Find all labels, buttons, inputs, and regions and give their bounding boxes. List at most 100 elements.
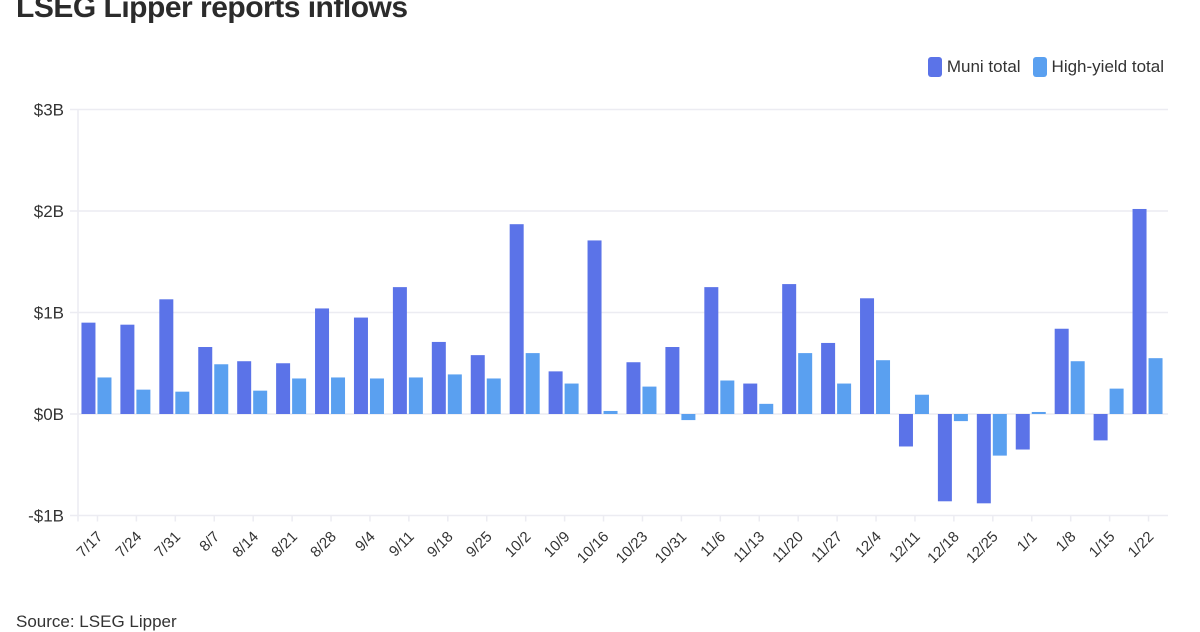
x-axis: 7/17 7/24 7/31 8/7 8/14 8/21 8/28 9/4 9/11 9/18 9/… xyxy=(74,515,1158,567)
bar-muni[interactable] xyxy=(392,287,407,414)
x-tick-label: 7/24 xyxy=(113,528,146,561)
y-axis: $3B $2B $1B $0B -$1B xyxy=(28,101,64,526)
y-tick-label: -$1B xyxy=(28,507,64,526)
x-tick-label: 10/9 xyxy=(541,528,574,561)
bar-high-yield[interactable] xyxy=(369,378,384,414)
x-tick-label: 9/18 xyxy=(424,528,457,561)
bar-muni[interactable] xyxy=(665,347,680,414)
x-tick-label: 11/20 xyxy=(769,528,807,566)
bar-high-yield[interactable] xyxy=(759,403,774,414)
bar-muni[interactable] xyxy=(1132,208,1147,414)
y-tick-label: $0B xyxy=(34,405,64,424)
y-tick-label: $1B xyxy=(34,304,64,323)
bar-high-yield[interactable] xyxy=(992,414,1007,456)
bar-high-yield[interactable] xyxy=(720,380,735,414)
legend-label-muni: Muni total xyxy=(946,57,1021,76)
bar-muni[interactable] xyxy=(1015,414,1030,450)
bar-high-yield[interactable] xyxy=(447,374,462,414)
bar-high-yield[interactable] xyxy=(876,360,891,414)
bar-high-yield[interactable] xyxy=(798,353,813,414)
x-tick-label: 11/6 xyxy=(697,528,729,560)
bar-high-yield[interactable] xyxy=(214,364,229,414)
y-tick-label: $3B xyxy=(34,101,64,120)
bar-muni[interactable] xyxy=(821,342,836,414)
bar-muni[interactable] xyxy=(782,284,797,414)
x-tick-label: 10/31 xyxy=(652,528,691,567)
bar-muni[interactable] xyxy=(509,224,524,414)
x-tick-label: 8/14 xyxy=(229,528,262,561)
bar-muni[interactable] xyxy=(198,347,213,414)
x-tick-label: 1/8 xyxy=(1053,528,1080,555)
bar-high-yield[interactable] xyxy=(1070,361,1085,414)
gridlines xyxy=(70,108,1168,522)
bar-muni[interactable] xyxy=(860,298,875,414)
bar-muni[interactable] xyxy=(976,414,991,504)
x-tick-label: 10/16 xyxy=(574,528,613,567)
bar-high-yield[interactable] xyxy=(914,394,929,414)
x-tick-label: 8/7 xyxy=(196,528,223,555)
bar-muni[interactable] xyxy=(704,287,719,414)
bar-high-yield[interactable] xyxy=(837,383,852,414)
bar-high-yield[interactable] xyxy=(953,414,968,422)
x-tick-label: 7/31 xyxy=(151,528,184,561)
bar-muni[interactable] xyxy=(898,414,913,447)
bar-muni[interactable] xyxy=(743,383,758,414)
bar-high-yield[interactable] xyxy=(681,414,696,421)
bar-high-yield[interactable] xyxy=(175,391,190,414)
y-tick-label: $2B xyxy=(34,202,64,221)
bar-muni[interactable] xyxy=(626,362,641,414)
bar-muni[interactable] xyxy=(1093,414,1108,441)
legend-item-high-yield[interactable]: High-yield total xyxy=(1032,57,1164,77)
bar-muni[interactable] xyxy=(587,240,602,414)
x-tick-label: 11/27 xyxy=(808,528,846,566)
x-tick-label: 10/23 xyxy=(613,528,652,567)
bar-muni[interactable] xyxy=(470,355,485,414)
bar-high-yield[interactable] xyxy=(292,378,307,414)
legend-label-high-yield: High-yield total xyxy=(1051,57,1164,76)
x-tick-label: 12/11 xyxy=(886,528,924,566)
bar-high-yield[interactable] xyxy=(603,410,618,414)
source-note: Source: LSEG Lipper xyxy=(16,612,177,631)
bars xyxy=(81,208,1163,504)
bar-high-yield[interactable] xyxy=(136,389,151,414)
bar-muni[interactable] xyxy=(276,363,291,414)
legend-swatch-muni xyxy=(927,57,942,77)
bar-high-yield[interactable] xyxy=(525,353,540,414)
x-tick-label: 12/18 xyxy=(924,528,963,567)
x-tick-label: 9/25 xyxy=(463,528,496,561)
bar-muni[interactable] xyxy=(120,324,135,414)
x-tick-label: 1/1 xyxy=(1014,528,1041,555)
bar-muni[interactable] xyxy=(353,317,368,414)
x-tick-label: 8/28 xyxy=(307,528,340,561)
bar-high-yield[interactable] xyxy=(1148,358,1163,414)
x-tick-label: 9/11 xyxy=(386,528,418,560)
x-tick-label: 1/15 xyxy=(1086,528,1119,561)
x-tick-label: 12/25 xyxy=(963,528,1002,567)
bar-high-yield[interactable] xyxy=(331,377,346,414)
bar-high-yield[interactable] xyxy=(253,390,268,414)
x-tick-label: 7/17 xyxy=(74,528,107,561)
bar-muni[interactable] xyxy=(159,299,174,414)
x-tick-label: 8/21 xyxy=(268,528,301,561)
bar-high-yield[interactable] xyxy=(97,377,112,414)
bar-high-yield[interactable] xyxy=(564,383,579,414)
legend-item-muni[interactable]: Muni total xyxy=(927,57,1021,77)
bar-muni[interactable] xyxy=(1054,328,1069,414)
bar-muni[interactable] xyxy=(937,414,952,502)
bar-high-yield[interactable] xyxy=(1109,388,1124,414)
bar-high-yield[interactable] xyxy=(642,386,657,414)
bar-high-yield[interactable] xyxy=(1031,411,1046,414)
bar-high-yield[interactable] xyxy=(408,377,423,414)
chart-title: LSEG Lipper reports inflows xyxy=(16,0,408,24)
x-tick-label: 11/13 xyxy=(730,528,768,566)
x-tick-label: 12/4 xyxy=(852,528,885,561)
bar-muni[interactable] xyxy=(237,361,252,414)
bar-muni[interactable] xyxy=(431,341,446,414)
legend-swatch-high-yield xyxy=(1032,57,1047,77)
bar-muni[interactable] xyxy=(81,322,96,414)
bar-muni[interactable] xyxy=(548,371,563,414)
x-tick-label: 1/22 xyxy=(1125,528,1158,561)
bar-high-yield[interactable] xyxy=(486,378,501,414)
bar-muni[interactable] xyxy=(315,308,330,414)
